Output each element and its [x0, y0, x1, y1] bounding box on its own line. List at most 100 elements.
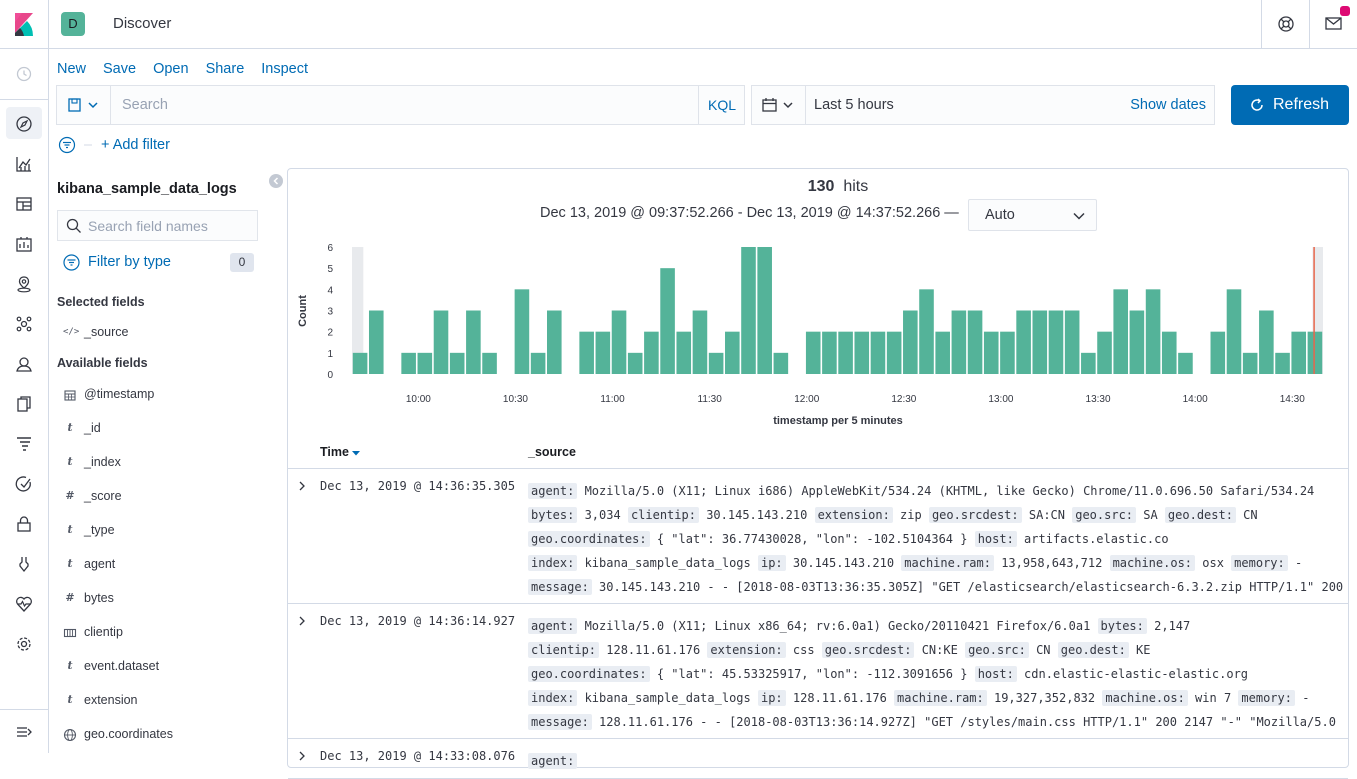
collapse-sidebar-button[interactable] [269, 174, 283, 188]
search-icon [66, 218, 81, 233]
discover-compass-icon[interactable] [14, 114, 34, 134]
index-pattern-title[interactable]: kibana_sample_data_logs [57, 181, 237, 197]
menu-new[interactable]: New [57, 61, 87, 77]
source-field-key: ip: [757, 690, 786, 706]
source-field-value: 30.145.143.210 [698, 508, 815, 522]
source-field-value: 2,147 [1146, 619, 1191, 633]
source-field-key: geo.srcdest: [821, 642, 915, 658]
hits-label: hits [843, 178, 869, 195]
expand-row-button[interactable] [296, 614, 308, 626]
date-picker: Last 5 hours Show dates [751, 85, 1215, 125]
field-name: @timestamp [84, 387, 155, 401]
kibana-logo-icon[interactable] [0, 0, 49, 49]
infrastructure-icon[interactable] [14, 354, 34, 374]
chart-bar [903, 310, 918, 374]
time-column-header[interactable]: Time [320, 445, 361, 459]
source-field-value: CN [1028, 643, 1058, 657]
add-filter-button[interactable]: + Add filter [101, 137, 170, 153]
newsfeed-button[interactable] [1309, 0, 1357, 48]
recently-viewed-icon[interactable] [14, 64, 34, 84]
canvas-icon[interactable] [14, 234, 34, 254]
x-tick-label: 10:00 [406, 394, 431, 405]
security-lock-icon[interactable] [14, 514, 34, 534]
kql-language-button[interactable]: KQL [698, 86, 745, 124]
time-range-text: Dec 13, 2019 @ 09:37:52.266 - Dec 13, 20… [540, 205, 959, 221]
filter-options-icon[interactable] [58, 136, 94, 154]
uptime-icon[interactable] [14, 474, 34, 494]
chart-bar [595, 331, 611, 374]
search-input[interactable] [112, 86, 698, 124]
logs-icon[interactable] [14, 394, 34, 414]
query-bar: KQL [56, 85, 745, 125]
source-field: geo.coordinates: { "lat": 45.53325917, "… [528, 666, 975, 682]
source-field-key: message: [528, 714, 592, 730]
collapse-nav-icon[interactable] [14, 722, 34, 742]
table-row[interactable]: Dec 13, 2019 @ 14:36:35.305 agent: Mozill… [288, 469, 1348, 604]
chart-bar [482, 352, 497, 374]
machine-learning-icon[interactable] [14, 314, 34, 334]
chart-bar [757, 247, 772, 374]
space-avatar[interactable]: D [61, 12, 85, 36]
maps-icon[interactable] [14, 274, 34, 294]
field-name: bytes [84, 591, 114, 605]
expand-row-button[interactable] [296, 479, 308, 491]
dashboard-icon[interactable] [14, 194, 34, 214]
interval-select[interactable]: Auto [968, 199, 1097, 231]
table-row[interactable]: Dec 13, 2019 @ 14:36:14.927 agent: Mozill… [288, 604, 1348, 739]
nav-bottom-separator [0, 709, 49, 710]
filter-by-type-button[interactable]: Filter by type [63, 253, 255, 273]
chevron-left-icon [273, 177, 279, 185]
source-field-key: bytes: [1097, 618, 1147, 634]
menu-inspect[interactable]: Inspect [261, 61, 309, 77]
source-field-key: machine.os: [1102, 690, 1188, 706]
source-field-key: geo.src: [1072, 507, 1137, 523]
monitoring-icon[interactable] [14, 594, 34, 614]
results-panel: 130 hits Dec 13, 2019 @ 09:37:52.266 - D… [287, 168, 1349, 779]
chart-bar [773, 352, 789, 374]
x-tick-label: 11:00 [600, 394, 625, 405]
chart-bar [741, 247, 756, 374]
source-field: ip: 128.11.61.176 [757, 690, 894, 706]
source-code-icon: </> [63, 327, 80, 337]
refresh-button[interactable]: Refresh [1231, 85, 1349, 125]
ip-type-icon [63, 628, 77, 638]
chart-bar [611, 310, 627, 374]
menu-share[interactable]: Share [205, 61, 245, 77]
y-tick-label: 1 [327, 349, 333, 360]
expand-row-button[interactable] [296, 749, 308, 761]
source-field: host: cdn.elastic-elastic-elastic.org [974, 666, 1249, 682]
chart-bar [919, 289, 934, 374]
apm-icon[interactable] [14, 434, 34, 454]
chart-bar [676, 331, 692, 374]
chart-bar [822, 331, 837, 374]
number-type-icon: # [65, 591, 75, 604]
field-search-input[interactable] [88, 211, 256, 240]
chart-bar [886, 331, 902, 374]
source-field-value: kibana_sample_data_logs [577, 556, 758, 570]
source-field-key: machine.ram: [901, 555, 994, 571]
menu-save[interactable]: Save [103, 61, 137, 77]
table-row[interactable]: Dec 13, 2019 @ 14:33:08.076 agent: [288, 739, 1348, 779]
management-gear-icon[interactable] [14, 634, 34, 654]
chart-bar [1129, 310, 1145, 374]
show-dates-link[interactable]: Show dates [1130, 97, 1206, 113]
help-menu-button[interactable] [1261, 0, 1309, 48]
dev-tools-icon[interactable] [14, 554, 34, 574]
source-field-value: kibana_sample_data_logs [577, 691, 758, 705]
source-field-value: SA:CN [1021, 508, 1073, 522]
source-field-key: geo.dest: [1057, 642, 1129, 658]
field-name: _score [84, 489, 122, 503]
globe-type-icon [63, 728, 77, 742]
menu-open[interactable]: Open [153, 61, 189, 77]
source-field-key: message: [528, 579, 592, 595]
quick-date-menu-button[interactable] [752, 86, 806, 124]
source-field: agent: [528, 753, 578, 769]
visualize-icon[interactable] [14, 154, 34, 174]
source-column-header: _source [528, 445, 576, 459]
y-tick-label: 6 [327, 243, 333, 254]
source-field-key: memory: [1231, 555, 1288, 571]
saved-query-button[interactable] [57, 86, 111, 124]
date-range-text[interactable]: Last 5 hours [814, 97, 894, 113]
chart-bar [935, 331, 950, 374]
source-field-value: cdn.elastic-elastic-elastic.org [1016, 667, 1249, 681]
